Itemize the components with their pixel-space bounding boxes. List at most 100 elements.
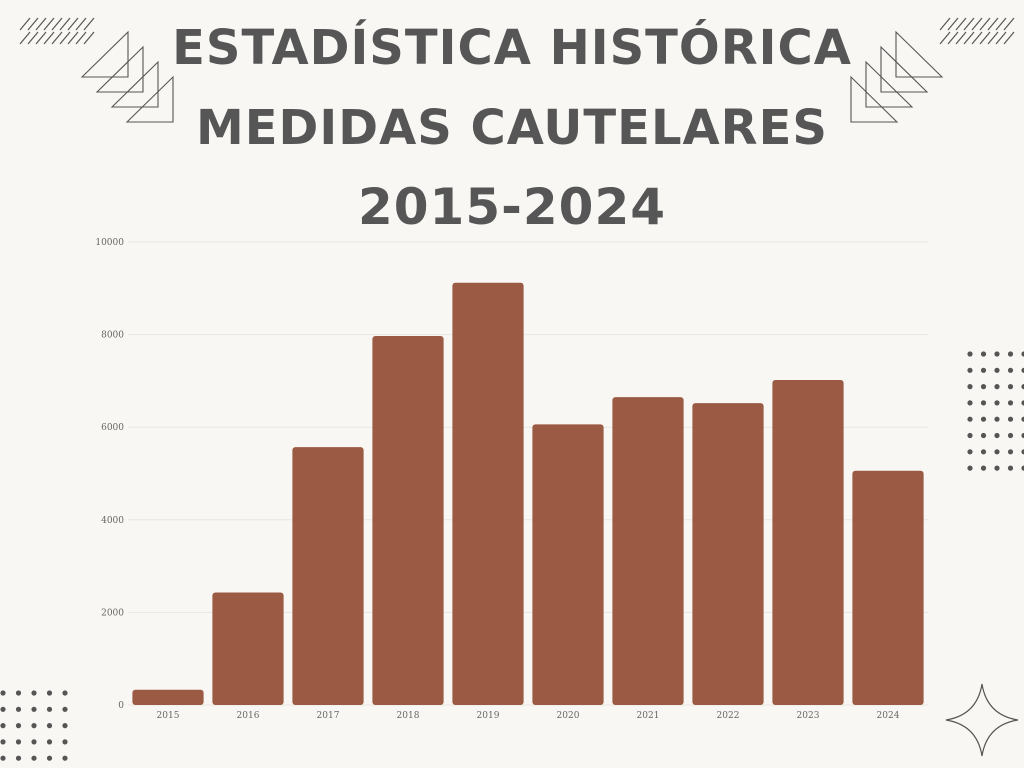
dot xyxy=(1007,449,1014,455)
dot xyxy=(62,723,68,729)
dot xyxy=(1021,432,1024,439)
dot xyxy=(15,690,22,696)
hatch-lines-top-left xyxy=(19,17,95,45)
y-tick-label: 4000 xyxy=(101,516,124,526)
dot xyxy=(1021,416,1024,422)
dot xyxy=(1021,465,1024,471)
y-tick-label: 8000 xyxy=(101,331,124,341)
bars xyxy=(132,282,924,705)
dot xyxy=(46,690,53,696)
dot xyxy=(1021,351,1024,357)
dot xyxy=(0,723,6,729)
x-tick-label: 2019 xyxy=(477,711,500,721)
dot xyxy=(967,432,973,439)
dot xyxy=(994,351,1000,357)
sparkle-star-icon xyxy=(945,683,1019,757)
dot xyxy=(994,384,1000,390)
chart-title-line-2: MEDIDAS CAUTELARES xyxy=(196,100,828,156)
dot xyxy=(31,723,37,729)
bar-2017 xyxy=(292,447,364,705)
dot xyxy=(31,739,37,745)
dot xyxy=(1021,367,1024,373)
dot xyxy=(967,367,973,373)
dot xyxy=(1007,465,1014,471)
dot xyxy=(1007,432,1014,439)
chart-title-line-1: ESTADÍSTICA HISTÓRICA xyxy=(172,20,852,76)
dot xyxy=(967,416,973,422)
y-axis-ticks: 0 2000 4000 6000 8000 10000 xyxy=(95,238,124,711)
dot xyxy=(31,706,37,712)
dot xyxy=(980,465,987,471)
dot xyxy=(46,755,53,761)
dot xyxy=(994,432,1000,439)
bar-2015 xyxy=(132,689,204,705)
chart-title-line-3: 2015-2024 xyxy=(357,178,667,236)
dot xyxy=(1007,416,1014,422)
x-tick-label: 2020 xyxy=(557,711,580,721)
dot xyxy=(15,739,22,745)
dot xyxy=(62,706,68,712)
x-tick-label: 2015 xyxy=(157,711,180,721)
dot xyxy=(1021,400,1024,406)
bar-2018 xyxy=(372,335,444,705)
x-axis-ticks: 2015 2016 2017 2018 2019 2020 2021 2022 2023 2024 xyxy=(157,711,900,721)
x-tick-label: 2018 xyxy=(397,711,420,721)
dot xyxy=(980,384,987,390)
dot xyxy=(0,739,6,745)
dot xyxy=(994,449,1000,455)
dot xyxy=(1021,449,1024,455)
dot xyxy=(967,351,973,357)
dot xyxy=(62,690,68,696)
dot xyxy=(980,416,987,422)
dot xyxy=(1007,367,1014,373)
dot xyxy=(15,755,22,761)
x-tick-label: 2022 xyxy=(717,711,740,721)
dot xyxy=(980,367,987,373)
dot xyxy=(967,449,973,455)
bar-2021 xyxy=(612,397,684,705)
dot xyxy=(62,755,68,761)
dot xyxy=(0,706,6,712)
y-tick-label: 10000 xyxy=(95,238,124,248)
dot xyxy=(46,723,53,729)
dot xyxy=(967,465,973,471)
triangles-right xyxy=(850,30,944,123)
bar-2024 xyxy=(852,470,924,705)
bar-2020 xyxy=(532,424,604,705)
dot xyxy=(0,690,6,696)
dot xyxy=(980,351,987,357)
bar-2022 xyxy=(692,403,764,705)
x-tick-label: 2017 xyxy=(317,711,340,721)
x-tick-label: 2016 xyxy=(237,711,260,721)
dot xyxy=(967,400,973,406)
dot xyxy=(15,706,22,712)
y-tick-label: 6000 xyxy=(101,423,124,433)
dot xyxy=(0,755,6,761)
dot xyxy=(980,449,987,455)
x-tick-label: 2021 xyxy=(637,711,660,721)
bar-2023 xyxy=(772,379,844,705)
dot-grid-right xyxy=(967,351,1024,471)
hatch-lines-top-right xyxy=(939,17,1015,45)
dot xyxy=(1021,384,1024,390)
dot xyxy=(46,739,53,745)
dot xyxy=(994,400,1000,406)
y-tick-label: 2000 xyxy=(101,608,124,618)
dot xyxy=(994,367,1000,373)
dot xyxy=(1007,384,1014,390)
dot xyxy=(15,723,22,729)
dot xyxy=(1007,351,1014,357)
dot xyxy=(1007,400,1014,406)
dot-grid-bottom-left xyxy=(0,690,68,761)
dot xyxy=(980,400,987,406)
dot xyxy=(994,465,1000,471)
dot xyxy=(967,384,973,390)
dot xyxy=(62,739,68,745)
dot xyxy=(31,690,37,696)
x-tick-label: 2024 xyxy=(877,711,900,721)
dot xyxy=(46,706,53,712)
x-tick-label: 2023 xyxy=(797,711,820,721)
triangles-left xyxy=(80,30,174,123)
